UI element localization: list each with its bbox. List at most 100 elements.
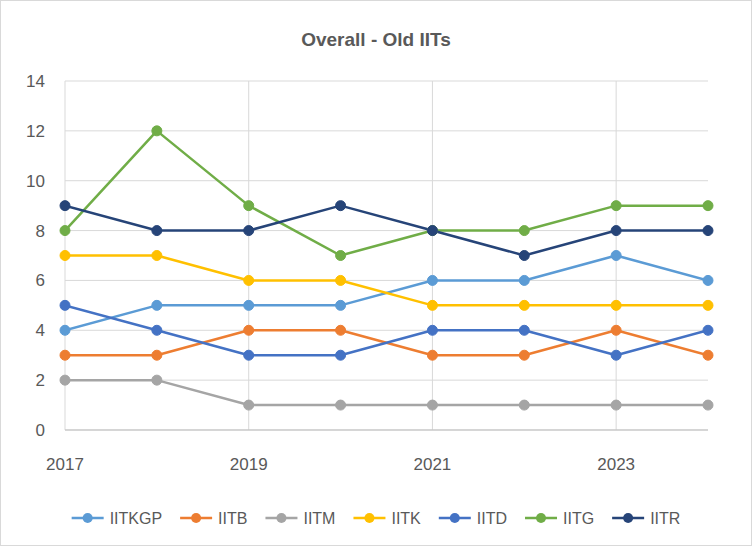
legend-label: IITG [563,510,594,527]
series-marker [703,201,713,211]
series-marker [336,201,346,211]
legend-marker [450,513,460,523]
series-marker [611,300,621,310]
series-marker [336,400,346,410]
series-marker [152,226,162,236]
x-axis-line [65,430,708,431]
series-marker [611,325,621,335]
grid-line-y [65,280,708,281]
legend-label: IITM [303,510,335,527]
series-marker [60,325,70,335]
series-marker [611,400,621,410]
series-line [65,380,708,405]
x-tick-label: 2021 [414,455,452,474]
series-marker [336,275,346,285]
lines [65,131,708,405]
legend-marker [623,513,633,523]
series-marker [519,300,529,310]
series-line [65,256,708,331]
series-line [65,305,708,355]
y-tick-label: 2 [36,371,45,390]
series-marker [152,350,162,360]
series-marker [427,350,437,360]
y-tick-label: 8 [36,222,45,241]
y-tick-label: 0 [36,421,45,440]
legend-marker [191,513,201,523]
series-line [65,206,708,256]
series-marker [60,201,70,211]
legend: IITKGP IITB IITM IITK IITD IITG IITR [72,510,681,527]
series-marker [336,350,346,360]
series-marker [152,300,162,310]
chart: Overall - Old IITs 0 2 4 6 8 10 12 14 2017 2019 202… [0,0,752,546]
title: Overall - Old IITs [301,29,451,50]
series-marker [244,275,254,285]
y-tick-label: 14 [26,72,45,91]
series-marker [703,325,713,335]
grid-line-y [65,180,708,181]
series-marker [519,226,529,236]
series-marker [244,226,254,236]
legend-label: IITR [650,510,680,527]
y-tick-label: 12 [26,122,45,141]
markers [60,126,713,410]
legend-label: IITK [391,510,421,527]
series-marker [60,375,70,385]
series-marker [427,226,437,236]
grid-line-x [432,81,433,430]
x-tick-label: 2019 [230,455,268,474]
series-marker [519,251,529,261]
y-tick-label: 10 [26,172,45,191]
series-marker [427,275,437,285]
series-marker [427,400,437,410]
legend-marker [364,513,374,523]
series-marker [611,201,621,211]
series-marker [427,300,437,310]
plot-data [60,126,713,410]
legend-label: IITB [218,510,247,527]
series-marker [60,251,70,261]
series-marker [703,350,713,360]
series-marker [519,400,529,410]
series-marker [703,275,713,285]
series-marker [152,325,162,335]
series-marker [703,400,713,410]
series-marker [427,325,437,335]
series-marker [244,350,254,360]
series-marker [336,325,346,335]
grid-line-y [65,430,708,431]
series-marker [519,275,529,285]
series-marker [60,226,70,236]
series-line [65,131,708,256]
series-marker [60,300,70,310]
series-marker [611,226,621,236]
series-marker [336,300,346,310]
series-marker [703,300,713,310]
legend-label: IITD [477,510,507,527]
legend-marker [276,513,286,523]
series-marker [244,300,254,310]
series-marker [244,400,254,410]
x-tick-label: 2023 [597,455,635,474]
series-marker [244,325,254,335]
series-marker [152,126,162,136]
series-marker [152,375,162,385]
legend-label: IITKGP [110,510,162,527]
series-marker [611,251,621,261]
legend-marker [536,513,546,523]
series-marker [60,350,70,360]
chart-border [1,1,752,546]
series-marker [336,251,346,261]
x-tick-label: 2017 [46,455,84,474]
y-tick-label: 6 [36,271,45,290]
series-line [65,256,708,306]
y-tick-label: 4 [36,321,45,340]
series-marker [244,201,254,211]
grid-line-x [248,81,249,430]
series-marker [427,226,437,236]
grid-line-y [65,81,708,82]
series-marker [519,350,529,360]
series-marker [611,350,621,360]
series-marker [152,251,162,261]
series-marker [703,226,713,236]
